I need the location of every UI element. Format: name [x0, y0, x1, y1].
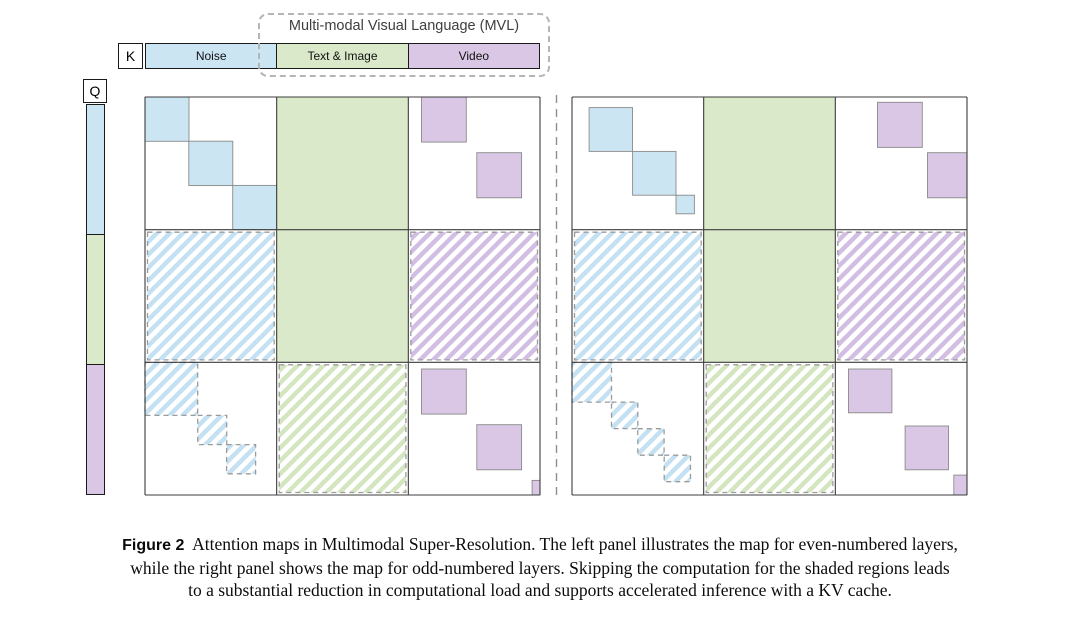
caption-figure-label: Figure 2 — [122, 537, 185, 554]
attention-block-purple-solid — [953, 474, 968, 496]
attention-maps-canvas — [144, 95, 968, 500]
attention-block-purple-solid — [421, 96, 467, 143]
k-axis-label: K — [118, 43, 143, 69]
k-segment-noise: Noise — [146, 44, 278, 68]
attention-block-purple-solid — [877, 101, 923, 148]
attention-block-green-solid — [276, 229, 409, 363]
attention-block-blue-solid — [675, 194, 695, 215]
attention-block-blue-hatched — [146, 231, 275, 361]
attention-block-blue-solid — [188, 140, 234, 186]
attention-block-blue-solid — [144, 96, 190, 142]
attention-block-purple-solid — [476, 424, 523, 471]
caption-line-1-text: Attention maps in Multimodal Super-Resol… — [192, 534, 958, 554]
attention-panel-right — [571, 96, 968, 496]
attention-block-blue-hatched — [663, 454, 692, 483]
attention-block-green-solid — [703, 229, 836, 363]
q-axis-bar — [86, 104, 105, 495]
attention-block-green-hatched — [278, 364, 407, 494]
attention-block-purple-solid — [421, 368, 467, 415]
attention-block-green-hatched — [705, 364, 834, 494]
attention-block-purple-hatched — [837, 231, 966, 361]
attention-block-blue-hatched — [225, 443, 257, 475]
caption-line-3: to a substantial reduction in computatio… — [188, 580, 892, 600]
attention-block-purple-solid — [927, 152, 968, 199]
attention-block-blue-hatched — [637, 428, 665, 456]
k-axis-bar: Noise Text & Image Video — [145, 43, 540, 69]
caption-line-2: while the right panel shows the map for … — [130, 558, 950, 578]
k-segment-video: Video — [408, 44, 539, 68]
q-axis-label: Q — [83, 79, 107, 103]
attention-block-green-solid — [703, 97, 836, 230]
figure-caption: Figure 2 Attention maps in Multimodal Su… — [0, 533, 1080, 601]
k-segment-text-image: Text & Image — [277, 44, 409, 68]
attention-block-purple-solid — [848, 368, 893, 414]
attention-block-blue-hatched — [144, 361, 199, 417]
caption-line-1: Figure 2 Attention maps in Multimodal Su… — [0, 533, 1080, 557]
attention-block-blue-solid — [232, 184, 278, 231]
attention-block-purple-solid — [476, 152, 523, 199]
attention-block-blue-solid — [588, 107, 633, 152]
attention-block-purple-solid — [904, 425, 949, 471]
q-segment-noise — [87, 105, 104, 235]
q-segment-video — [87, 365, 104, 494]
attention-block-blue-hatched — [197, 414, 228, 446]
attention-block-blue-hatched — [610, 401, 639, 430]
attention-block-blue-solid — [632, 150, 677, 196]
attention-block-blue-hatched — [573, 231, 702, 361]
attention-block-green-solid — [276, 97, 409, 230]
attention-block-blue-hatched — [571, 361, 613, 403]
attention-block-purple-hatched — [410, 231, 539, 361]
q-segment-text-image — [87, 235, 104, 365]
attention-block-purple-solid — [531, 479, 541, 496]
attention-panel-left — [144, 96, 541, 496]
